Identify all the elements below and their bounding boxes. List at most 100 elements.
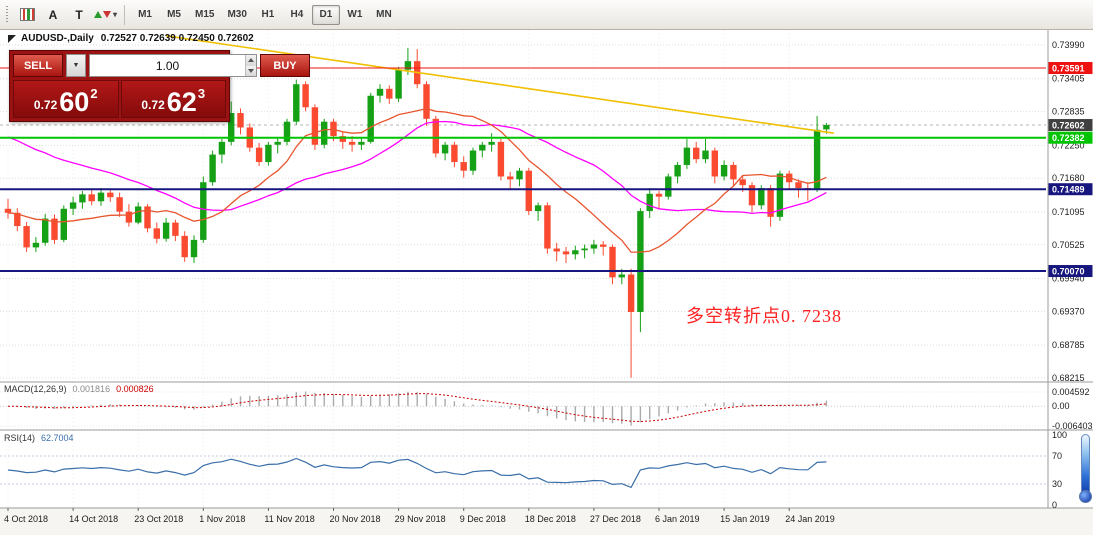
time-axis-background: [0, 508, 1093, 535]
svg-text:29 Nov 2018: 29 Nov 2018: [395, 514, 446, 524]
candle: [283, 118, 291, 146]
buy-button[interactable]: BUY: [260, 54, 310, 77]
timeframe-buttons: M1 M5 M15 M30 H1 H4 D1 W1 MN: [131, 4, 398, 25]
timeframe-m30[interactable]: M30: [221, 5, 252, 25]
svg-text:0.00: 0.00: [1052, 401, 1070, 411]
thermometer-gauge: [1079, 434, 1092, 503]
buy-price-big-digits: 62: [166, 87, 197, 118]
svg-text:14 Oct 2018: 14 Oct 2018: [69, 514, 118, 524]
symbol-period-label: AUDUSD-,Daily: [21, 33, 94, 44]
trade-controls-row: SELL ▼ BUY: [13, 54, 310, 77]
arrows-updown-icon: [94, 11, 111, 18]
candle: [181, 231, 188, 262]
top-toolbar: A T ▾ M1 M5 M15 M30 H1 H4 D1 W1 MN: [0, 0, 1093, 30]
svg-text:9 Dec 2018: 9 Dec 2018: [460, 514, 506, 524]
svg-text:0.71489: 0.71489: [1052, 185, 1085, 195]
timeframe-w1[interactable]: W1: [341, 5, 369, 25]
candle: [516, 167, 523, 187]
candle: [553, 242, 560, 262]
volume-input[interactable]: [90, 55, 245, 76]
timeframe-h4[interactable]: H4: [283, 5, 311, 25]
candle: [646, 188, 653, 218]
candle: [60, 205, 67, 243]
toolbar-separator: [124, 4, 126, 25]
trade-options-dropdown[interactable]: ▼: [66, 54, 86, 77]
svg-text:0.71680: 0.71680: [1052, 173, 1085, 183]
ma-slow-line: [7, 120, 827, 215]
candle: [339, 131, 346, 149]
svg-text:0.72250: 0.72250: [1052, 140, 1085, 150]
ohlc-values: 0.72527 0.72639 0.72450 0.72602: [100, 33, 254, 44]
svg-text:0.69940: 0.69940: [1052, 274, 1085, 284]
volume-decrease-button[interactable]: [246, 65, 256, 76]
rsi-line: [7, 457, 827, 489]
timeframe-h1[interactable]: H1: [254, 5, 282, 25]
sell-button[interactable]: SELL: [13, 54, 63, 77]
svg-text:0.73591: 0.73591: [1052, 64, 1085, 74]
sell-price-big-digits: 60: [59, 87, 90, 118]
candle: [423, 81, 430, 126]
candle: [153, 222, 160, 244]
timeframe-mn[interactable]: MN: [370, 5, 398, 25]
svg-text:0.68215: 0.68215: [1052, 373, 1085, 383]
arrow-tool-button[interactable]: A: [41, 4, 65, 26]
candle: [534, 202, 542, 221]
svg-text:0.73405: 0.73405: [1052, 74, 1085, 84]
svg-text:0.73990: 0.73990: [1052, 40, 1085, 50]
buy-price-prefix: 0.72: [141, 98, 165, 112]
candle: [627, 268, 635, 378]
trendline[interactable]: [165, 34, 834, 135]
thermometer-bulb-icon: [1079, 490, 1092, 503]
price-axis-labels: 0.73990 0.73405 0.72835 0.72250 0.71680 0.710…: [1052, 40, 1085, 383]
svg-text:20 Nov 2018: 20 Nov 2018: [330, 514, 381, 524]
svg-text:6 Jan 2019: 6 Jan 2019: [655, 514, 700, 524]
svg-text:100: 100: [1052, 430, 1067, 440]
chart-title: AUDUSD-,Daily 0.72527 0.72639 0.72450 0.…: [8, 33, 254, 44]
price-level-badge: 0.70070: [1048, 265, 1093, 278]
ma-fast-line: [7, 107, 827, 253]
candle: [135, 202, 142, 225]
timeframe-m5[interactable]: M5: [160, 5, 188, 25]
candle: [293, 79, 300, 125]
svg-text:0.72835: 0.72835: [1052, 107, 1085, 117]
svg-text:0.72602: 0.72602: [1052, 121, 1085, 131]
candle: [655, 190, 663, 210]
text-tool-button[interactable]: T: [67, 4, 91, 26]
candle: [748, 182, 756, 213]
buy-price-display[interactable]: 0.72 62 3: [120, 80, 226, 118]
indicators-button[interactable]: ▾: [93, 4, 118, 26]
candle: [562, 246, 570, 263]
candle: [218, 138, 226, 164]
timeframe-m1[interactable]: M1: [131, 5, 159, 25]
svg-text:0.71095: 0.71095: [1052, 207, 1085, 217]
timeframe-m15[interactable]: M15: [189, 5, 220, 25]
svg-text:18 Dec 2018: 18 Dec 2018: [525, 514, 576, 524]
timeframe-d1[interactable]: D1: [311, 4, 340, 25]
svg-text:24 Jan 2019: 24 Jan 2019: [785, 514, 835, 524]
toolbar-drag-handle[interactable]: [4, 5, 10, 24]
svg-text:23 Oct 2018: 23 Oct 2018: [134, 514, 183, 524]
candle: [116, 192, 123, 217]
svg-text:0.70070: 0.70070: [1052, 267, 1085, 277]
candle: [190, 235, 198, 263]
candle: [14, 208, 21, 232]
candle: [497, 138, 505, 181]
sell-price-display[interactable]: 0.72 60 2: [13, 80, 119, 118]
candle: [4, 198, 12, 219]
candle: [265, 141, 272, 166]
svg-text:11 Nov 2018: 11 Nov 2018: [264, 514, 314, 524]
svg-text:0: 0: [1052, 500, 1057, 510]
volume-increase-button[interactable]: [246, 55, 256, 66]
svg-text:0.70525: 0.70525: [1052, 240, 1085, 250]
date-axis-labels: 4 Oct 2018 14 Oct 2018 23 Oct 2018 1 Nov 20…: [4, 508, 835, 524]
chart-area[interactable]: 0.73990 0.73405 0.72835 0.72250 0.71680 0.710…: [0, 30, 1093, 535]
candle: [441, 141, 449, 161]
rsi-axis-labels: 100 70 30 0: [1052, 430, 1067, 510]
new-chart-button[interactable]: [15, 4, 39, 26]
candle: [730, 162, 737, 187]
candle: [209, 150, 216, 186]
price-level-badges: 0.73591 0.72382 0.71489 0.70070 0.72602: [1048, 62, 1093, 278]
chart-canvas[interactable]: 0.73990 0.73405 0.72835 0.72250 0.71680 0.710…: [0, 30, 1093, 535]
svg-text:4 Oct 2018: 4 Oct 2018: [4, 514, 48, 524]
trade-prices-row: 0.72 60 2 0.72 62 3: [13, 80, 226, 118]
